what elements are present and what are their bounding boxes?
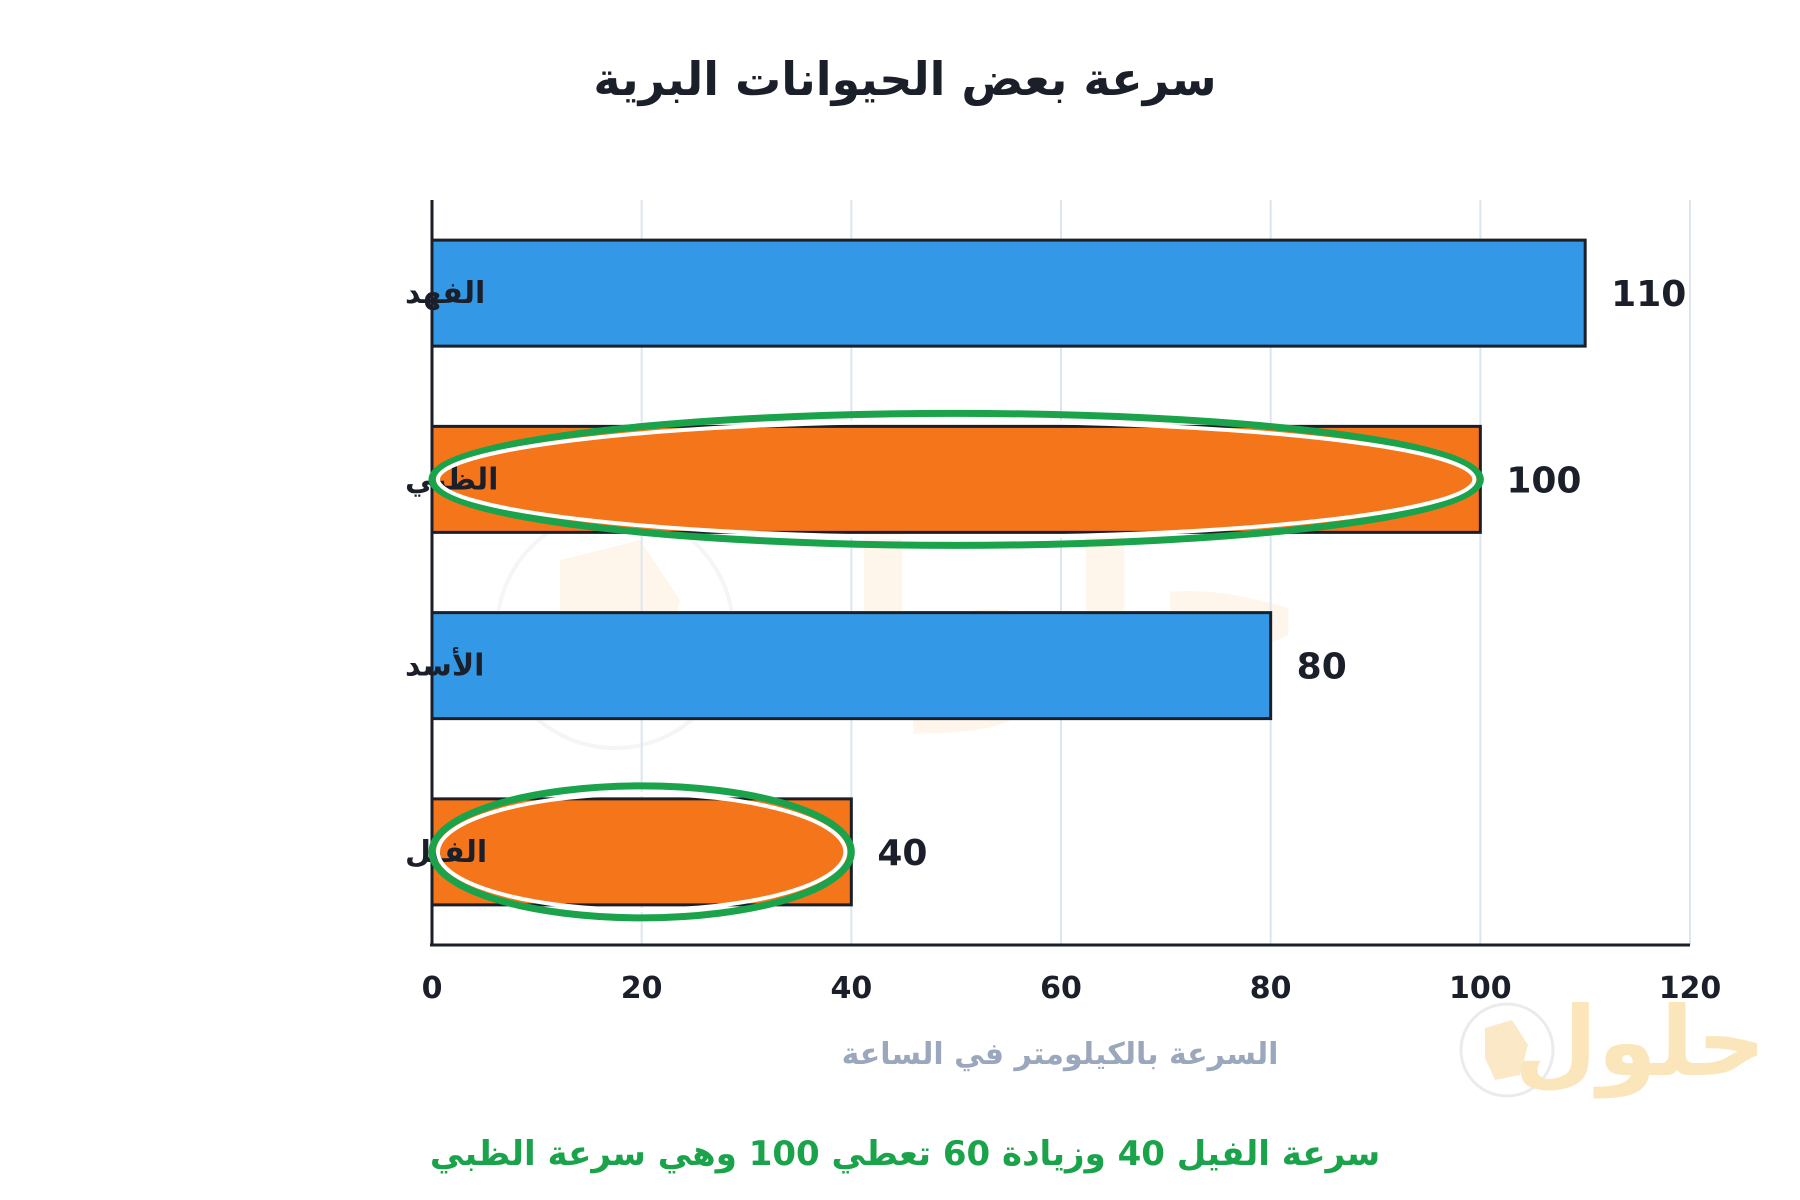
x-tick-label: 100 bbox=[1449, 971, 1512, 1006]
value-label: 80 bbox=[1297, 647, 1347, 688]
bars bbox=[430, 238, 1587, 907]
x-tick-label: 60 bbox=[1040, 971, 1082, 1006]
book-icon bbox=[1485, 1020, 1528, 1080]
highlight-ellipse-inner bbox=[436, 419, 1477, 540]
value-labels: 110 100 80 40 bbox=[877, 274, 1686, 874]
logo-text: حلول bbox=[1514, 986, 1766, 1099]
x-tick-label: 40 bbox=[830, 971, 872, 1006]
category-label: الأسد bbox=[405, 647, 484, 684]
highlight-ellipses bbox=[428, 409, 1484, 922]
highlight-ellipse bbox=[428, 409, 1484, 549]
value-label: 110 bbox=[1611, 274, 1686, 315]
category-label: الفيل bbox=[405, 835, 487, 870]
category-label: الفهد bbox=[405, 276, 485, 311]
annotation: سرعة الفيل 40 وزيادة 60 تعطي 100 وهي سرع… bbox=[430, 1134, 1380, 1174]
value-label: 100 bbox=[1506, 460, 1581, 501]
x-tick-label: 80 bbox=[1250, 971, 1292, 1006]
bar bbox=[430, 424, 1482, 534]
x-tick-label: 120 bbox=[1659, 971, 1722, 1006]
bar bbox=[430, 238, 1587, 348]
tick-labels: 0 20 40 60 80 100 120 bbox=[422, 971, 1722, 1006]
bar bbox=[430, 797, 853, 907]
chart-title: سرعة بعض الحيوانات البرية bbox=[593, 52, 1216, 106]
x-tick-label: 0 bbox=[422, 971, 443, 1006]
x-tick-label: 20 bbox=[621, 971, 663, 1006]
watermark-logo: حلول bbox=[1459, 986, 1766, 1099]
bar bbox=[430, 611, 1273, 721]
logo-circle bbox=[1459, 1002, 1555, 1098]
value-label: 40 bbox=[877, 833, 927, 874]
highlight-ellipse-inner bbox=[436, 791, 848, 912]
x-axis-label: السرعة بالكيلومتر في الساعة bbox=[842, 1037, 1279, 1072]
highlight-ellipse bbox=[428, 782, 855, 922]
